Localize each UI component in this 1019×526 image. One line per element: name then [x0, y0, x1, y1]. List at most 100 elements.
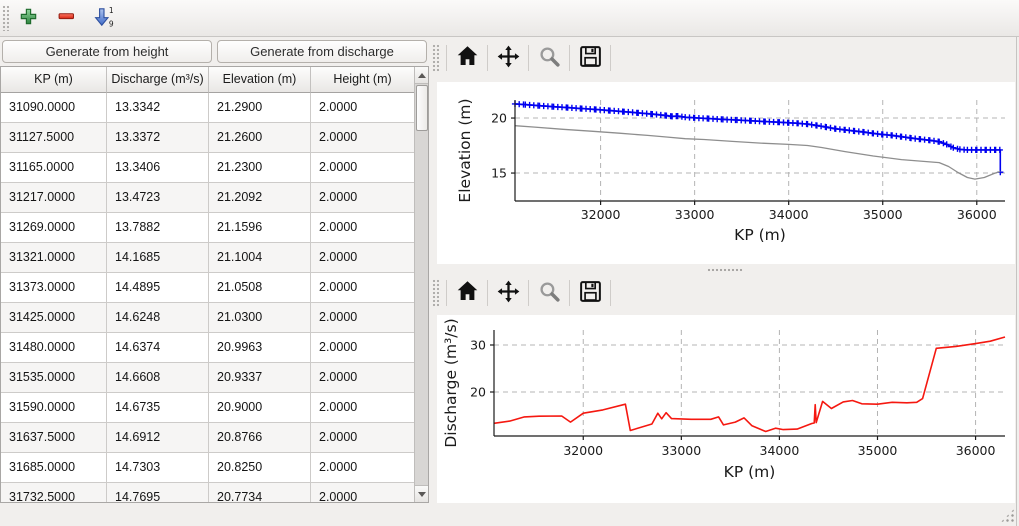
- table-cell[interactable]: 31732.5000: [1, 483, 107, 502]
- chart-toolbar-drag-handle[interactable]: [432, 44, 439, 72]
- scroll-down-button[interactable]: [415, 485, 428, 502]
- column-header[interactable]: Elevation (m): [209, 67, 311, 93]
- table-cell[interactable]: 2.0000: [311, 333, 415, 363]
- table-cell[interactable]: 20.8766: [209, 423, 311, 453]
- table-cell[interactable]: 2.0000: [311, 93, 415, 123]
- table-cell[interactable]: 31127.5000: [1, 123, 107, 153]
- table-cell[interactable]: 20.9337: [209, 363, 311, 393]
- table-cell[interactable]: 31269.0000: [1, 213, 107, 243]
- table-cell[interactable]: 2.0000: [311, 183, 415, 213]
- table-cell[interactable]: 14.6248: [107, 303, 209, 333]
- table-cell[interactable]: 31321.0000: [1, 243, 107, 273]
- table-row: 31425.0000 14.6248 21.0300 2.0000: [1, 303, 415, 333]
- table-cell[interactable]: 13.3406: [107, 153, 209, 183]
- save-button[interactable]: [573, 41, 607, 75]
- generate-from-discharge-button[interactable]: Generate from discharge: [217, 40, 427, 63]
- table-cell[interactable]: 2.0000: [311, 453, 415, 483]
- splitter-handle[interactable]: [707, 268, 743, 272]
- table-cell[interactable]: 2.0000: [311, 393, 415, 423]
- svg-text:1: 1: [109, 6, 114, 15]
- home-icon: [455, 44, 480, 72]
- table-cell[interactable]: 21.2600: [209, 123, 311, 153]
- table-cell[interactable]: 2.0000: [311, 363, 415, 393]
- table-cell[interactable]: 13.3372: [107, 123, 209, 153]
- x-tick-label: 33000: [675, 207, 715, 222]
- table-cell[interactable]: 13.4723: [107, 183, 209, 213]
- y-tick-label: 15: [491, 166, 507, 181]
- table-cell[interactable]: 31685.0000: [1, 453, 107, 483]
- column-header[interactable]: Discharge (m³/s): [107, 67, 209, 93]
- table-row: 31732.5000 14.7695 20.7734 2.0000: [1, 483, 415, 502]
- table-cell[interactable]: 2.0000: [311, 303, 415, 333]
- table-cell[interactable]: 14.4895: [107, 273, 209, 303]
- table-cell[interactable]: 31590.0000: [1, 393, 107, 423]
- window-resize-grip[interactable]: [1000, 508, 1015, 523]
- chart-toolbar-drag-handle[interactable]: [432, 279, 439, 307]
- table-cell[interactable]: 21.0300: [209, 303, 311, 333]
- home-button[interactable]: [450, 276, 484, 310]
- scroll-up-button[interactable]: [415, 67, 428, 84]
- table-cell[interactable]: 14.6374: [107, 333, 209, 363]
- table-cell[interactable]: 31480.0000: [1, 333, 107, 363]
- table-cell[interactable]: 2.0000: [311, 423, 415, 453]
- home-button[interactable]: [450, 41, 484, 75]
- table-cell[interactable]: 20.8250: [209, 453, 311, 483]
- remove-row-button[interactable]: [52, 4, 80, 32]
- toolbar-drag-handle[interactable]: [2, 5, 9, 31]
- table-row: 31685.0000 14.7303 20.8250 2.0000: [1, 453, 415, 483]
- table-cell[interactable]: 14.7695: [107, 483, 209, 502]
- generate-from-height-button[interactable]: Generate from height: [2, 40, 212, 63]
- discharge-chart[interactable]: 32000 33000 34000 35000 36000 20 30 KP (m) Disch…: [437, 315, 1015, 503]
- table-cell[interactable]: 2.0000: [311, 243, 415, 273]
- table-cell[interactable]: 21.0508: [209, 273, 311, 303]
- table-cell[interactable]: 21.1004: [209, 243, 311, 273]
- x-tick-label: 32000: [581, 207, 621, 222]
- pan-button[interactable]: [491, 41, 525, 75]
- table-cell[interactable]: 21.2092: [209, 183, 311, 213]
- zoom-button[interactable]: [532, 276, 566, 310]
- table-row: 31269.0000 13.7882 21.1596 2.0000: [1, 213, 415, 243]
- pan-icon: [496, 279, 521, 307]
- table-cell[interactable]: 14.6735: [107, 393, 209, 423]
- table-cell[interactable]: 31373.0000: [1, 273, 107, 303]
- table-cell[interactable]: 14.1685: [107, 243, 209, 273]
- pan-button[interactable]: [491, 276, 525, 310]
- x-tick-label: 34000: [760, 443, 800, 458]
- table-cell[interactable]: 21.2900: [209, 93, 311, 123]
- table-cell[interactable]: 20.9000: [209, 393, 311, 423]
- table-cell[interactable]: 20.9963: [209, 333, 311, 363]
- table-cell[interactable]: 2.0000: [311, 273, 415, 303]
- elevation-chart[interactable]: 32000 33000 34000 35000 36000 15 20 KP (m) Eleva…: [437, 82, 1015, 264]
- table-cell[interactable]: 21.2300: [209, 153, 311, 183]
- table-cell[interactable]: 14.7303: [107, 453, 209, 483]
- table-cell[interactable]: 31425.0000: [1, 303, 107, 333]
- table-scrollbar[interactable]: [414, 67, 428, 502]
- sort-ascending-button[interactable]: 1 9: [88, 4, 120, 32]
- table-cell[interactable]: 2.0000: [311, 483, 415, 502]
- add-row-button[interactable]: [14, 4, 42, 32]
- table-cell[interactable]: 13.3342: [107, 93, 209, 123]
- column-header[interactable]: KP (m): [1, 67, 107, 93]
- scrollbar-thumb[interactable]: [416, 85, 428, 131]
- save-button[interactable]: [573, 276, 607, 310]
- svg-text:9: 9: [109, 19, 114, 28]
- column-header[interactable]: Height (m): [311, 67, 415, 93]
- table-cell[interactable]: 20.7734: [209, 483, 311, 502]
- elevation-figure[interactable]: 32000 33000 34000 35000 36000 15 20 KP (m) Eleva…: [437, 82, 1015, 264]
- table-cell[interactable]: 14.6608: [107, 363, 209, 393]
- separator: [487, 45, 488, 71]
- table-cell[interactable]: 21.1596: [209, 213, 311, 243]
- table-body: 31090.0000 13.3342 21.2900 2.0000 31127.5000…: [1, 93, 415, 502]
- table-cell[interactable]: 31090.0000: [1, 93, 107, 123]
- discharge-figure[interactable]: 32000 33000 34000 35000 36000 20 30 KP (m) Disch…: [437, 315, 1015, 503]
- table-cell[interactable]: 2.0000: [311, 153, 415, 183]
- table-cell[interactable]: 2.0000: [311, 213, 415, 243]
- zoom-button[interactable]: [532, 41, 566, 75]
- table-cell[interactable]: 2.0000: [311, 123, 415, 153]
- table-cell[interactable]: 14.6912: [107, 423, 209, 453]
- table-cell[interactable]: 31637.5000: [1, 423, 107, 453]
- table-cell[interactable]: 31217.0000: [1, 183, 107, 213]
- table-cell[interactable]: 13.7882: [107, 213, 209, 243]
- table-cell[interactable]: 31535.0000: [1, 363, 107, 393]
- table-cell[interactable]: 31165.0000: [1, 153, 107, 183]
